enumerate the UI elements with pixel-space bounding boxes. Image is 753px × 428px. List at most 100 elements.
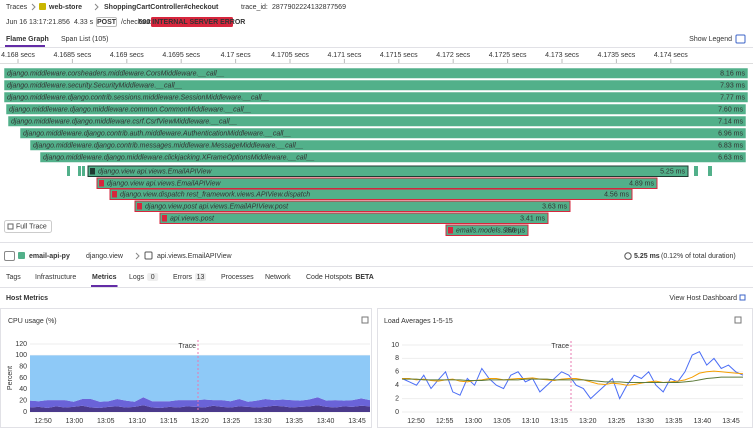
detail-tab[interactable]: Logs — [129, 274, 145, 281]
full-trace-label[interactable]: Full Trace — [16, 224, 47, 231]
detail-tab[interactable]: Processes — [221, 274, 254, 281]
span-label: django.middleware.django.contrib.message… — [33, 142, 304, 149]
detail-tab[interactable]: Network — [265, 274, 291, 281]
x-tick-label: 13:10 — [522, 418, 540, 425]
trace-id-label: trace_id: — [241, 4, 268, 11]
timeline-tick-label: 4.172 secs — [436, 52, 470, 59]
line — [402, 370, 744, 386]
x-tick-label: 13:35 — [665, 418, 683, 425]
y-tick-label: 0 — [395, 409, 399, 416]
span-label: django.middleware.django.middleware.clic… — [43, 154, 315, 161]
span-bar[interactable] — [109, 188, 633, 200]
chevron — [94, 3, 99, 11]
show-legend[interactable]: Show Legend — [689, 36, 732, 43]
span-duration: 4.56 ms — [604, 191, 629, 198]
span-label: django.view api.views.EmailAPIView — [107, 180, 221, 187]
service-icon — [18, 252, 25, 259]
detail-tab[interactable]: Tags — [6, 274, 21, 281]
clock-icon — [624, 252, 632, 260]
span-duration: 3.41 ms — [520, 215, 545, 222]
span-bar[interactable] — [29, 139, 747, 151]
trace-marker-label: Trace — [178, 343, 196, 350]
resource-name: ShoppingCartController#checkout — [104, 4, 219, 11]
error-icon — [137, 203, 142, 210]
span-duration: 6.96 ms — [718, 130, 743, 137]
y-tick-label: 8 — [395, 355, 399, 362]
span-bar[interactable] — [134, 200, 571, 212]
tab-underline — [5, 45, 45, 47]
tab-count: 0 — [151, 274, 155, 281]
breadcrumb-root[interactable]: Traces — [6, 4, 28, 11]
tab[interactable]: Span List (105) — [61, 36, 108, 43]
timestamp: Jun 16 13:17:21.856 — [6, 19, 70, 26]
x-tick-label: 13:15 — [550, 418, 568, 425]
dashboard-link[interactable]: View Host Dashboard — [669, 295, 737, 302]
y-tick-label: 0 — [23, 409, 27, 416]
detail-tab[interactable]: Code Hotspots — [306, 274, 353, 281]
span-label: django.view.post api.views.EmailAPIView.… — [145, 203, 289, 210]
x-tick-label: 13:25 — [608, 418, 626, 425]
detail-duration: 5.25 ms — [634, 253, 660, 260]
duration: 4.33 s — [74, 19, 94, 26]
span-sliver — [67, 166, 70, 176]
span-duration: 7.14 ms — [718, 118, 743, 125]
error-icon — [112, 191, 117, 198]
share-icon[interactable] — [734, 316, 742, 324]
error-icon — [162, 215, 167, 222]
full-trace-button[interactable] — [4, 220, 52, 233]
status: 500 INTERNAL SERVER ERROR — [139, 19, 246, 26]
x-tick-label: 13:45 — [348, 418, 366, 425]
tab[interactable]: Flame Graph — [6, 36, 49, 43]
span-bar[interactable] — [3, 67, 749, 79]
x-tick-label: 13:20 — [191, 418, 209, 425]
detail-share: (0.12% of total duration) — [661, 253, 736, 260]
area — [30, 397, 370, 409]
y-tick-label: 80 — [19, 364, 27, 371]
span-bar[interactable] — [445, 224, 529, 236]
share-icon[interactable] — [361, 316, 369, 324]
span-bar[interactable] — [7, 115, 747, 127]
timeline-tick-label: 4.174 secs — [654, 52, 688, 59]
detail-service: email-api-py — [29, 253, 70, 260]
chevron — [135, 252, 140, 260]
service-name[interactable]: web-store — [48, 4, 82, 11]
chart-title: CPU usage (%) — [8, 318, 57, 325]
span-label: django.middleware.security.SecurityMiddl… — [7, 82, 182, 89]
timeline-tick-label: 4.168 secs — [1, 52, 35, 59]
detail-resource: api.views.EmailAPIView — [157, 253, 233, 260]
y-tick-label: 2 — [395, 395, 399, 402]
detail-tab[interactable]: Infrastructure — [35, 274, 76, 281]
span-bar[interactable] — [5, 103, 747, 115]
x-tick-label: 13:05 — [493, 418, 511, 425]
service-icon — [39, 3, 46, 10]
path: /checkout — [121, 19, 151, 26]
span-bar[interactable] — [87, 165, 689, 177]
span-duration: 8.16 ms — [720, 70, 745, 77]
timeline-tick-label: 4.1695 secs — [162, 52, 200, 59]
x-tick-label: 13:10 — [128, 418, 146, 425]
x-tick-label: 12:50 — [407, 418, 425, 425]
x-tick-label: 13:00 — [465, 418, 483, 425]
span-duration: 5.25 ms — [660, 168, 685, 175]
error-icon — [99, 180, 104, 187]
x-tick-label: 12:50 — [34, 418, 52, 425]
span-bar[interactable] — [19, 127, 747, 139]
detail-tab[interactable]: Errors — [173, 274, 193, 281]
span-label: emails.models.save — [456, 227, 518, 234]
span-duration: 4.89 ms — [629, 180, 654, 187]
y-axis-label: Percent — [7, 366, 14, 390]
span-bar[interactable] — [3, 79, 749, 91]
settings-icon[interactable] — [4, 251, 15, 261]
detail-tab[interactable]: Metrics — [92, 274, 117, 281]
chevron — [31, 3, 36, 11]
method: POST — [97, 19, 117, 26]
span-bar[interactable] — [39, 151, 747, 163]
y-tick-label: 40 — [19, 386, 27, 393]
span-bar[interactable] — [3, 91, 749, 103]
span-label: django.middleware.django.contrib.auth.mi… — [23, 130, 291, 137]
span-bar[interactable] — [159, 212, 549, 224]
span-duration: 6.83 ms — [718, 142, 743, 149]
timeline-tick-label: 4.173 secs — [545, 52, 579, 59]
